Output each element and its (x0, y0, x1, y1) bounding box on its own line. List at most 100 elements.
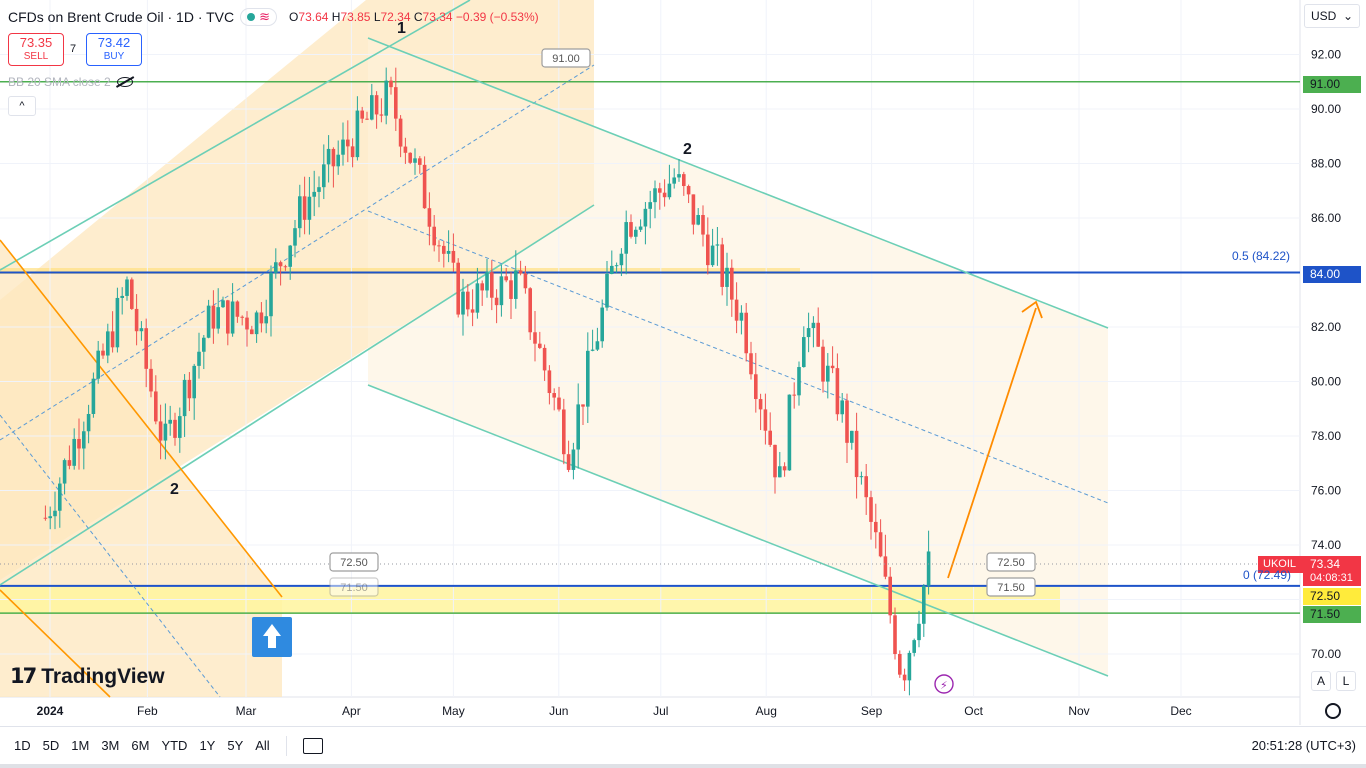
log-scale-button[interactable]: L (1336, 671, 1356, 691)
tf-ytd[interactable]: YTD (161, 738, 188, 753)
candle-body (163, 423, 168, 441)
tradingview-logo[interactable]: 𝟭𝟳 TradingView (10, 664, 165, 689)
candle-body (648, 202, 652, 209)
candle-body (192, 365, 196, 399)
bottom-toolbar: 1D 5D 1M 3M 6M YTD 1Y 5Y All 20:51:28 (U… (0, 726, 1366, 764)
y-tick-label: 82.00 (1311, 320, 1341, 334)
candle-body (442, 245, 446, 254)
candle-body (298, 196, 302, 229)
candle-body (197, 351, 201, 366)
chart-header: CFDs on Brent Crude Oil · 1D · TVC ≋ O73… (8, 8, 539, 26)
candle-body (902, 674, 907, 681)
candle-body (250, 329, 254, 335)
candle-body (869, 497, 873, 522)
svg-text:⚡: ⚡ (940, 679, 948, 692)
wave-label-2-top: 2 (683, 141, 692, 158)
callouts: 91.00 72.50 71.50 72.50 71.50 (329, 48, 1036, 597)
candle-body (322, 164, 326, 188)
forecast-arrow (947, 307, 1037, 579)
clock[interactable]: 20:51:28 (UTC+3) (1251, 738, 1356, 753)
descending-channel-fill (368, 38, 1108, 676)
candle-body (43, 517, 48, 519)
candle-body (547, 370, 552, 394)
candle-body (509, 280, 513, 299)
symbol-title[interactable]: CFDs on Brent Crude Oil · 1D · TVC (8, 9, 235, 25)
tf-6m[interactable]: 6M (131, 738, 150, 753)
candle-body (139, 328, 144, 332)
candle-body (413, 158, 417, 163)
candle-body (662, 192, 667, 198)
price-tag-7150: 71.50 (1303, 606, 1361, 623)
spread-value: 7 (70, 43, 77, 55)
candle-body (878, 532, 883, 557)
candle-body (307, 196, 312, 220)
candle-body (653, 188, 657, 203)
candle-body (720, 244, 724, 287)
indicator-legend[interactable]: BB 20 SMA close 2 (8, 75, 133, 89)
tf-3m[interactable]: 3M (101, 738, 120, 753)
candle-body (806, 328, 811, 338)
candle-body (566, 454, 571, 470)
candle-body (811, 322, 816, 329)
callout-label: 71.50 (997, 582, 1025, 594)
y-tick-label: 90.00 (1311, 102, 1341, 116)
candle-body (398, 118, 403, 147)
candle-body (542, 347, 547, 371)
tf-1d[interactable]: 1D (14, 738, 31, 753)
callout-label: 91.00 (552, 53, 580, 65)
candle-body (370, 95, 374, 120)
y-tick-label: 78.00 (1311, 429, 1341, 443)
candle-body (230, 301, 235, 334)
candle-body (48, 516, 52, 519)
candle-body (590, 349, 595, 351)
candle-body (826, 365, 830, 382)
candle-body (254, 312, 259, 335)
buy-button[interactable]: 73.42 BUY (86, 33, 142, 66)
candle-body (816, 322, 820, 347)
candle-body (581, 404, 585, 407)
candle-body (115, 297, 120, 348)
candle-body (792, 394, 796, 396)
candle-body (264, 316, 268, 324)
candle-body (485, 272, 489, 291)
tf-all[interactable]: All (255, 738, 270, 753)
calendar-range-icon[interactable] (302, 737, 323, 754)
auto-scale-button[interactable]: A (1311, 671, 1331, 691)
candle-body (638, 226, 643, 230)
candle-body (715, 244, 720, 246)
candle-body (154, 391, 158, 422)
tf-5d[interactable]: 5D (42, 738, 60, 753)
sell-button[interactable]: 73.35 SELL (8, 33, 64, 66)
settings-gear-icon[interactable] (1325, 703, 1341, 719)
candle-body (706, 234, 710, 266)
tf-5y[interactable]: 5Y (227, 738, 244, 753)
candle-body (682, 174, 686, 187)
candle-body (782, 466, 787, 471)
candle-body (96, 350, 100, 379)
tf-1m[interactable]: 1M (71, 738, 90, 753)
candle-body (144, 328, 148, 369)
candle-body (149, 368, 153, 392)
candle-body (691, 194, 696, 225)
candle-body (288, 245, 292, 267)
currency-select[interactable]: USD ⌄ (1304, 4, 1360, 28)
symbol-tag: UKOIL (1258, 556, 1304, 573)
candle-body (763, 409, 768, 431)
horizontal-levels (0, 81, 1300, 614)
candle-body (470, 309, 475, 313)
candle-body (696, 215, 700, 225)
toolbar-divider (285, 735, 287, 756)
eye-hidden-icon[interactable] (116, 77, 133, 87)
market-status-badge[interactable]: ≋ (240, 8, 278, 26)
x-tick-label: Sep (861, 704, 883, 718)
collapse-legend-button[interactable]: ^ (8, 96, 36, 116)
candle-body (312, 191, 316, 197)
candle-body (461, 291, 465, 315)
candle-body (787, 394, 792, 471)
x-tick-label: Dec (1170, 704, 1191, 718)
candle-body (571, 449, 576, 470)
candle-body (432, 226, 436, 246)
candle-body (82, 431, 86, 449)
tf-1y[interactable]: 1Y (199, 738, 216, 753)
